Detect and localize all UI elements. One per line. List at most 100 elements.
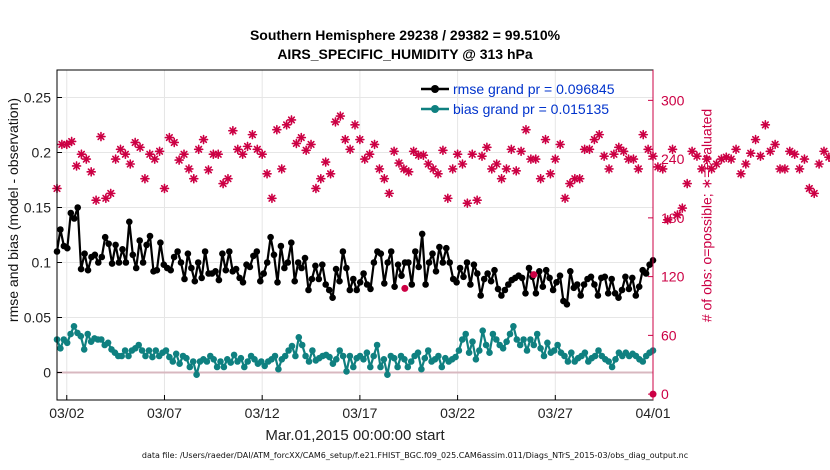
- count-point: [389, 146, 399, 157]
- count-point: [257, 149, 267, 160]
- rmse-point: [122, 259, 130, 266]
- count-point: [780, 164, 790, 174]
- bias-point: [98, 336, 105, 343]
- rmse-point: [84, 266, 92, 274]
- bias-point: [186, 363, 194, 371]
- rmse-point: [77, 265, 85, 273]
- count-point: [91, 195, 101, 206]
- count-point: [120, 149, 131, 160]
- count-point: [677, 203, 688, 213]
- rmse-point: [487, 277, 495, 285]
- count-point: [457, 159, 468, 169]
- bias-point: [499, 345, 507, 352]
- rmse-point: [470, 261, 478, 269]
- count-point: [706, 164, 717, 174]
- bias-point: [459, 336, 466, 343]
- rmse-point: [518, 274, 526, 282]
- count-point: [403, 167, 414, 177]
- rmse-point: [453, 279, 460, 286]
- rmse-point: [115, 259, 123, 266]
- rmse-point: [222, 266, 230, 274]
- rmse-point: [70, 215, 78, 222]
- bias-point: [346, 352, 354, 360]
- bias-point: [550, 347, 558, 354]
- rmse-point: [463, 259, 471, 266]
- bias-point: [220, 363, 228, 371]
- bias-point: [333, 356, 340, 363]
- rmse-point: [288, 239, 295, 246]
- right-tick-label: 120: [661, 269, 685, 285]
- x-tick-label: 03/27: [538, 405, 573, 421]
- rmse-point: [312, 262, 319, 270]
- bias-point: [544, 339, 551, 347]
- count-point: [71, 161, 82, 171]
- bias-point: [421, 354, 429, 362]
- count-point: [574, 173, 585, 184]
- left-tick-label: 0: [43, 365, 51, 381]
- bias-point: [639, 358, 647, 365]
- rmse-point: [298, 264, 305, 272]
- count-point: [726, 154, 736, 164]
- bias-point: [564, 358, 572, 365]
- bias-point: [230, 351, 238, 359]
- count-point: [784, 146, 795, 157]
- count-point: [135, 142, 145, 153]
- count-point: [394, 158, 404, 168]
- count-point: [750, 134, 761, 145]
- count-point: [316, 173, 326, 184]
- bias-point: [608, 363, 616, 371]
- legend-rmse-marker: [431, 85, 439, 93]
- bias-point: [292, 352, 299, 360]
- count-point: [61, 139, 72, 150]
- bias-point: [271, 352, 279, 360]
- bias-point: [472, 356, 480, 363]
- bias-point: [343, 368, 350, 375]
- rmse-series: [53, 204, 657, 308]
- bias-point: [217, 358, 224, 365]
- x-tick-label: 03/12: [245, 405, 280, 421]
- bias-point: [261, 362, 269, 370]
- rmse-point: [74, 204, 81, 211]
- rmse-point: [339, 248, 347, 255]
- bias-point: [489, 330, 497, 338]
- count-point: [374, 164, 385, 174]
- count-point: [765, 146, 776, 157]
- count-point: [379, 173, 390, 184]
- left-tick-label: 0.2: [32, 145, 52, 161]
- rmse-point: [95, 259, 102, 266]
- rmse-point: [153, 266, 161, 274]
- bias-point: [373, 341, 381, 349]
- count-point: [506, 144, 517, 155]
- rmse-point: [539, 283, 547, 291]
- rmse-point: [494, 285, 502, 293]
- rmse-point: [405, 259, 412, 266]
- rmse-point: [274, 279, 281, 286]
- count-point: [188, 173, 199, 184]
- count-point: [237, 149, 248, 160]
- rmse-point: [501, 286, 509, 294]
- bias-point: [367, 363, 374, 371]
- bias-point: [84, 330, 91, 338]
- count-point: [501, 164, 512, 174]
- count-point: [355, 134, 365, 145]
- count-point: [745, 148, 756, 159]
- count-point: [340, 134, 351, 145]
- bias-point: [605, 358, 612, 365]
- rmse-point: [132, 264, 140, 272]
- count-point: [301, 145, 311, 156]
- count-point: [311, 183, 321, 194]
- bias-point: [452, 353, 459, 361]
- bias-point: [520, 336, 527, 343]
- count-point: [86, 167, 96, 177]
- count-point: [223, 173, 233, 184]
- right-tick-label: 180: [661, 210, 685, 226]
- rmse-point: [343, 264, 350, 272]
- count-point: [125, 159, 136, 169]
- data-file-footer: data file: /Users/raeder/DAI/ATM_forcXX/…: [141, 451, 689, 460]
- bias-point: [121, 347, 129, 354]
- rmse-point: [91, 251, 99, 259]
- count-point: [452, 149, 463, 160]
- count-point: [335, 111, 346, 121]
- count-point: [105, 188, 116, 199]
